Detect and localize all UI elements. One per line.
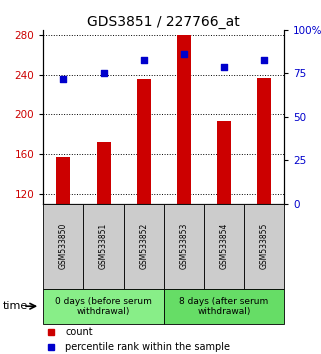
- Bar: [177, 35, 191, 204]
- Bar: [97, 142, 110, 204]
- Bar: [257, 78, 271, 204]
- Text: GSM533854: GSM533854: [219, 223, 229, 269]
- Text: count: count: [65, 327, 93, 337]
- Point: [141, 57, 146, 62]
- Point: [61, 76, 66, 81]
- Text: time: time: [3, 301, 29, 311]
- Text: GSM533850: GSM533850: [59, 223, 68, 269]
- Bar: [43, 204, 83, 289]
- Title: GDS3851 / 227766_at: GDS3851 / 227766_at: [87, 15, 240, 29]
- Point: [261, 57, 266, 62]
- Text: GSM533852: GSM533852: [139, 223, 148, 269]
- Bar: [56, 157, 70, 204]
- Text: GSM533855: GSM533855: [259, 223, 269, 269]
- Point: [181, 52, 186, 57]
- Bar: [164, 289, 284, 324]
- Bar: [137, 79, 151, 204]
- Bar: [43, 289, 164, 324]
- Bar: [217, 121, 231, 204]
- Text: GSM533853: GSM533853: [179, 223, 188, 269]
- Bar: [124, 204, 164, 289]
- Text: GSM533851: GSM533851: [99, 223, 108, 269]
- Text: percentile rank within the sample: percentile rank within the sample: [65, 342, 230, 352]
- Text: 0 days (before serum
withdrawal): 0 days (before serum withdrawal): [55, 297, 152, 316]
- Text: 8 days (after serum
withdrawal): 8 days (after serum withdrawal): [179, 297, 269, 316]
- Bar: [83, 204, 124, 289]
- Point: [221, 64, 226, 69]
- Bar: [164, 204, 204, 289]
- Bar: [204, 204, 244, 289]
- Point: [101, 70, 106, 76]
- Bar: [244, 204, 284, 289]
